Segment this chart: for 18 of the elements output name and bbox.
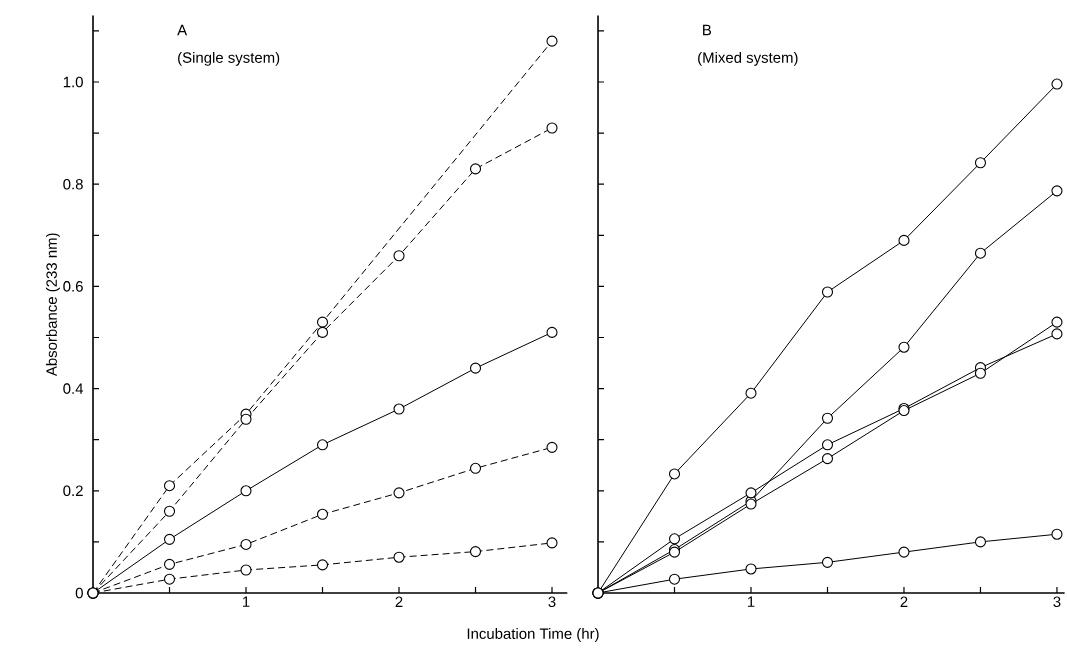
y-tick-label: 0.6: [63, 281, 83, 292]
x-tick-label: 1: [747, 596, 755, 607]
x-tick-label: 3: [1053, 596, 1061, 608]
x-tick-label: 3: [548, 596, 556, 608]
annotation: A: [177, 24, 188, 36]
y-tick-label: 0.8: [63, 178, 83, 190]
x-tick-label: 2: [900, 596, 908, 607]
annotation: B: [703, 24, 712, 36]
x-axis-title: Incubation Time (hr): [467, 628, 599, 642]
y-tick-label: 0.2: [63, 485, 83, 497]
annotation: (Single system): [178, 51, 280, 66]
y-tick-label: 0: [75, 587, 83, 599]
y-tick-label: 1.0: [63, 76, 83, 88]
y-axis-title: Absorbance (233 nm): [45, 233, 60, 377]
annotation: (Mixed system): [698, 51, 798, 66]
x-tick-label: 2: [395, 596, 403, 607]
x-tick-label: 1: [242, 596, 250, 607]
y-tick-label: 0.4: [63, 383, 84, 394]
